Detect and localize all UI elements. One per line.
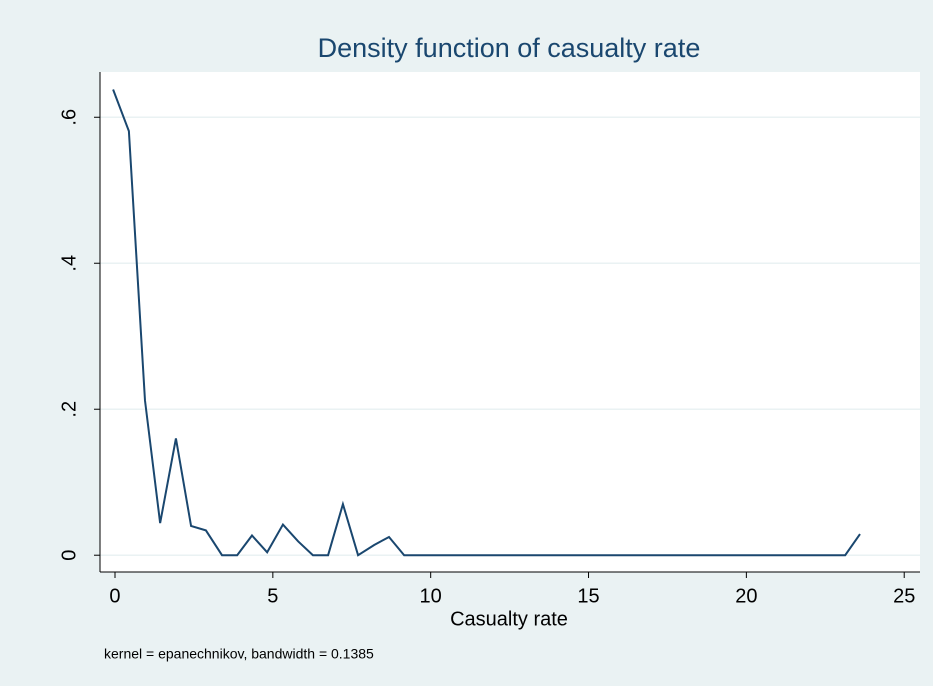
y-tick-label: .2: [58, 401, 80, 418]
x-tick-label: 10: [420, 585, 442, 607]
y-tick-label: .6: [58, 109, 80, 126]
density-line: [112, 89, 861, 557]
x-tick-label: 5: [267, 585, 278, 607]
plot-area: [100, 72, 920, 572]
x-axis-label: Casualty rate: [450, 608, 568, 630]
chart-title: Density function of casualty rate: [318, 33, 701, 63]
x-tick-label: 0: [109, 585, 120, 607]
x-tick-label: 15: [577, 585, 599, 607]
y-tick-label: .4: [58, 255, 80, 272]
x-tick-label: 25: [893, 585, 915, 607]
note: kernel = epanechnikov, bandwidth = 0.138…: [104, 646, 374, 662]
x-tick-label: 20: [735, 585, 757, 607]
y-tick-label: 0: [58, 550, 80, 561]
